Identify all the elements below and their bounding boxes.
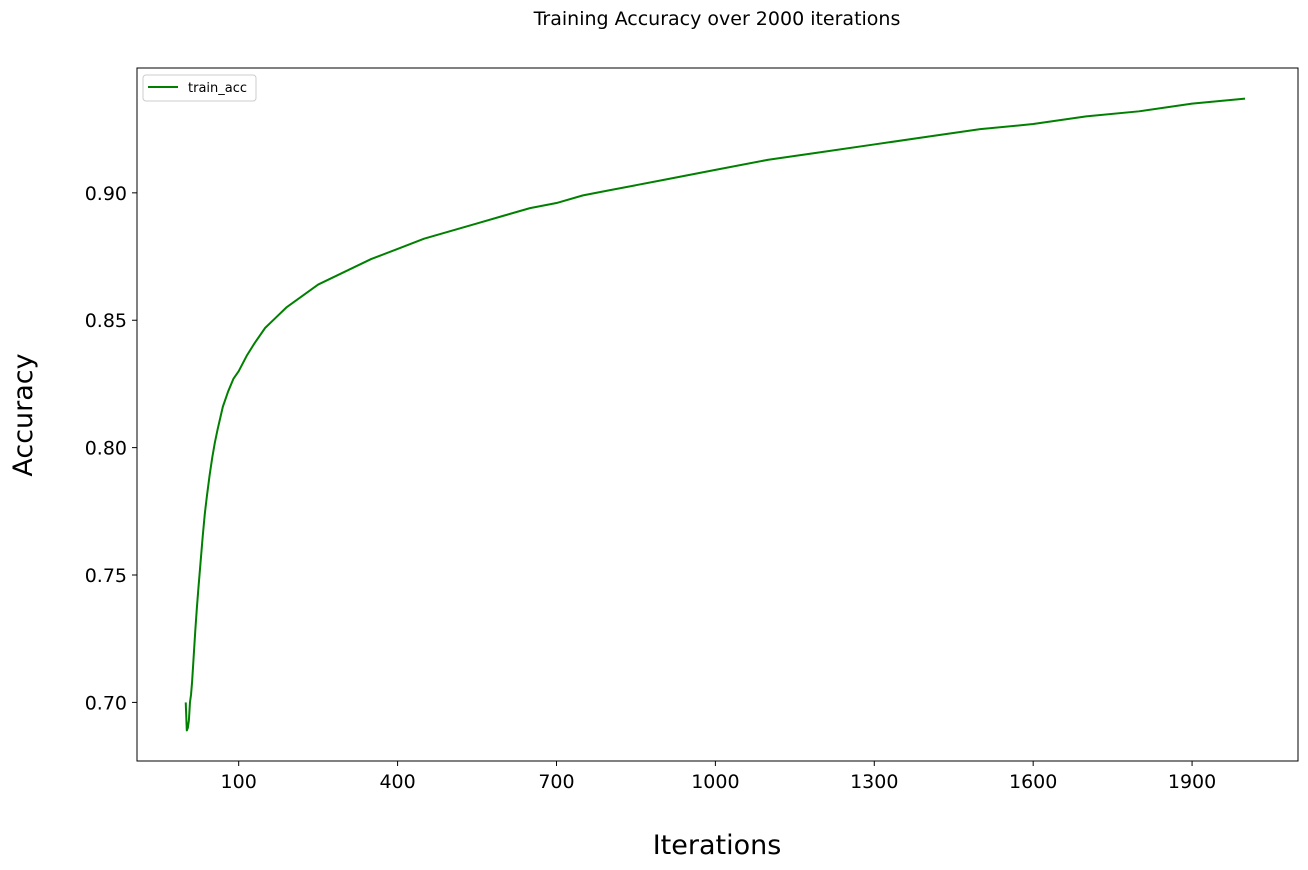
x-tick-label: 1600 [1009,771,1057,793]
x-tick-label: 700 [538,771,574,793]
x-axis-ticks: 100 400 700 1000 1300 1600 1900 [221,761,1216,793]
legend-label-train-acc: train_acc [188,81,247,96]
y-tick-label: 0.80 [85,438,127,460]
y-tick-label: 0.85 [85,310,127,332]
y-tick-label: 0.90 [85,183,127,205]
series-line-train-acc [184,97,1246,732]
y-axis-ticks: 0.70 0.75 0.80 0.85 0.90 [85,183,137,714]
x-tick-label: 100 [221,771,257,793]
legend: train_acc [142,74,257,102]
y-tick-label: 0.70 [85,692,127,714]
x-tick-label: 400 [379,771,415,793]
x-tick-label: 1900 [1168,771,1216,793]
y-axis-title: Accuracy [8,353,39,476]
y-tick-label: 0.75 [85,565,127,587]
legend-box [142,74,257,102]
x-axis-title: Iterations [653,830,782,861]
x-tick-label: 1000 [691,771,739,793]
chart-title: Training Accuracy over 2000 iterations [533,8,901,30]
plot-area [184,97,1246,732]
x-tick-label: 1300 [850,771,898,793]
axes-frame [136,67,1299,762]
